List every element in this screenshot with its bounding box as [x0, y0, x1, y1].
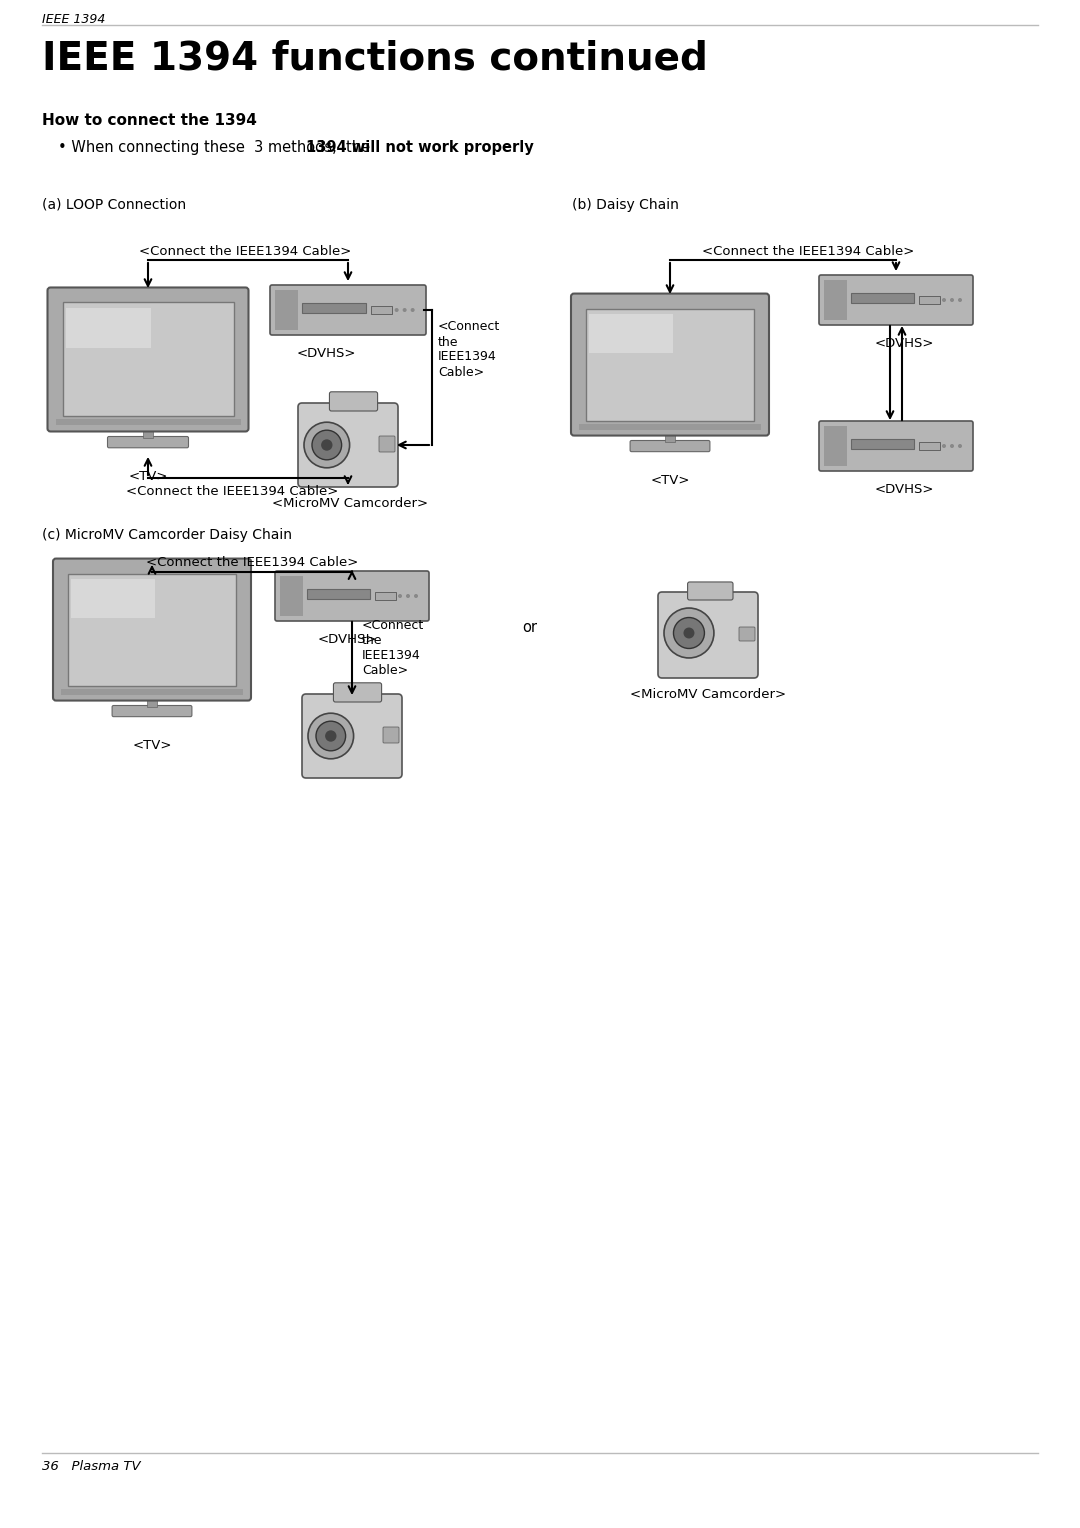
- Text: <TV>: <TV>: [129, 471, 167, 483]
- Bar: [918, 296, 940, 304]
- Circle shape: [958, 298, 962, 303]
- Text: (a) LOOP Connection: (a) LOOP Connection: [42, 199, 186, 212]
- Bar: [665, 428, 675, 442]
- Bar: [144, 425, 153, 439]
- Text: <DVHS>: <DVHS>: [318, 633, 377, 646]
- Bar: [280, 576, 302, 616]
- Circle shape: [312, 431, 341, 460]
- Text: <DVHS>: <DVHS>: [874, 483, 934, 497]
- Bar: [918, 442, 940, 451]
- Circle shape: [950, 445, 954, 448]
- Bar: [824, 426, 847, 466]
- Text: <MicroMV Camcorder>: <MicroMV Camcorder>: [630, 688, 786, 701]
- Text: (c) MicroMV Camcorder Daisy Chain: (c) MicroMV Camcorder Daisy Chain: [42, 529, 292, 542]
- Circle shape: [399, 594, 402, 597]
- FancyBboxPatch shape: [688, 582, 733, 601]
- Bar: [579, 423, 761, 429]
- FancyBboxPatch shape: [571, 293, 769, 435]
- Circle shape: [403, 309, 407, 312]
- Bar: [851, 439, 914, 449]
- Bar: [147, 694, 157, 707]
- Circle shape: [942, 298, 946, 303]
- Text: • When connecting these  3 methods,  the: • When connecting these 3 methods, the: [58, 141, 375, 154]
- Circle shape: [308, 714, 353, 759]
- Text: <DVHS>: <DVHS>: [296, 347, 355, 361]
- Text: <Connect
the
IEEE1394
Cable>: <Connect the IEEE1394 Cable>: [362, 619, 424, 677]
- Circle shape: [321, 440, 333, 451]
- FancyBboxPatch shape: [819, 422, 973, 471]
- Circle shape: [394, 309, 399, 312]
- FancyBboxPatch shape: [112, 706, 192, 717]
- Bar: [71, 579, 156, 619]
- Circle shape: [316, 721, 346, 750]
- Circle shape: [958, 445, 962, 448]
- Bar: [302, 303, 366, 313]
- Circle shape: [674, 617, 704, 648]
- Bar: [68, 573, 237, 686]
- Text: 1394 will not work properly: 1394 will not work properly: [306, 141, 534, 154]
- Circle shape: [406, 594, 410, 597]
- Text: IEEE 1394: IEEE 1394: [42, 14, 106, 26]
- FancyBboxPatch shape: [739, 626, 755, 642]
- Bar: [55, 420, 241, 425]
- Circle shape: [942, 445, 946, 448]
- Circle shape: [684, 628, 694, 639]
- Text: <Connect the IEEE1394 Cable>: <Connect the IEEE1394 Cable>: [139, 244, 351, 258]
- Bar: [375, 591, 395, 601]
- FancyBboxPatch shape: [298, 403, 399, 487]
- Bar: [370, 306, 392, 313]
- FancyBboxPatch shape: [630, 440, 710, 452]
- Text: .: .: [494, 141, 499, 154]
- FancyBboxPatch shape: [334, 683, 381, 701]
- Circle shape: [950, 298, 954, 303]
- Bar: [824, 280, 847, 319]
- Bar: [589, 315, 673, 353]
- Circle shape: [664, 608, 714, 659]
- Bar: [307, 588, 370, 599]
- Bar: [60, 689, 243, 695]
- Text: <Connect the IEEE1394 Cable>: <Connect the IEEE1394 Cable>: [702, 244, 914, 258]
- Bar: [275, 290, 298, 330]
- FancyBboxPatch shape: [658, 591, 758, 678]
- FancyBboxPatch shape: [819, 275, 973, 325]
- Text: (b) Daisy Chain: (b) Daisy Chain: [572, 199, 679, 212]
- Text: <Connect the IEEE1394 Cable>: <Connect the IEEE1394 Cable>: [125, 484, 338, 498]
- FancyBboxPatch shape: [270, 286, 426, 335]
- Circle shape: [303, 422, 350, 468]
- Text: IEEE 1394 functions continued: IEEE 1394 functions continued: [42, 40, 707, 78]
- Bar: [851, 293, 914, 303]
- FancyBboxPatch shape: [383, 727, 399, 743]
- Text: <Connect
the
IEEE1394
Cable>: <Connect the IEEE1394 Cable>: [438, 321, 500, 379]
- Text: <TV>: <TV>: [132, 740, 172, 752]
- FancyBboxPatch shape: [48, 287, 248, 431]
- FancyBboxPatch shape: [379, 435, 395, 452]
- Circle shape: [325, 730, 337, 741]
- Text: or: or: [523, 620, 538, 636]
- Bar: [66, 309, 151, 348]
- Text: <Connect the IEEE1394 Cable>: <Connect the IEEE1394 Cable>: [146, 556, 359, 568]
- FancyBboxPatch shape: [329, 391, 378, 411]
- Bar: [63, 303, 233, 417]
- Circle shape: [410, 309, 415, 312]
- FancyBboxPatch shape: [302, 694, 402, 778]
- FancyBboxPatch shape: [53, 559, 251, 700]
- Text: 36   Plasma TV: 36 Plasma TV: [42, 1459, 140, 1473]
- FancyBboxPatch shape: [275, 571, 429, 620]
- Text: <MicroMV Camcorder>: <MicroMV Camcorder>: [272, 497, 428, 510]
- Circle shape: [414, 594, 418, 597]
- Text: <DVHS>: <DVHS>: [874, 338, 934, 350]
- Bar: [586, 309, 754, 420]
- Text: <TV>: <TV>: [650, 474, 690, 487]
- FancyBboxPatch shape: [108, 437, 189, 448]
- Text: How to connect the 1394: How to connect the 1394: [42, 113, 257, 128]
